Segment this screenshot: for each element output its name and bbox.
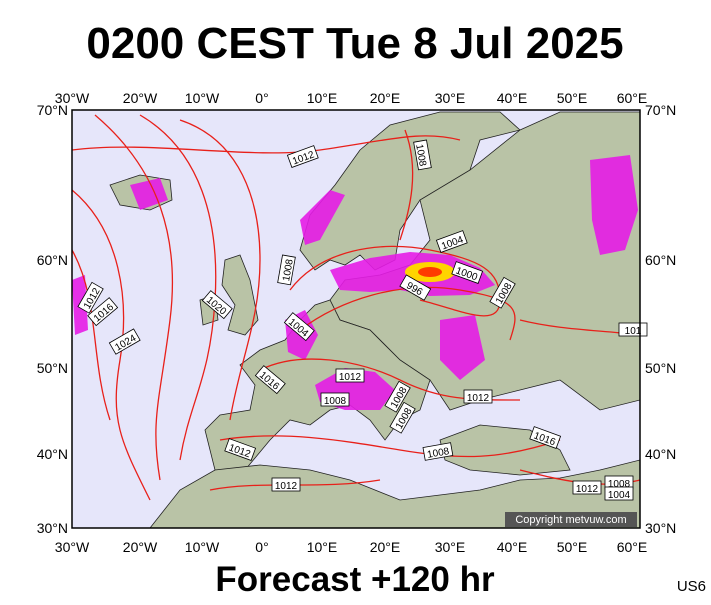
precip-ukraine (440, 315, 485, 380)
isobar-label-box (224, 438, 257, 461)
isobar-label-text: 1008 (281, 258, 296, 282)
land-britain (221, 254, 259, 336)
lon-label-bottom: 10°E (307, 539, 338, 555)
lon-label-top: 60°E (617, 90, 648, 106)
isobar-label-text: 101 (625, 326, 642, 337)
lon-label-top: 30°W (55, 90, 90, 106)
isobar-label: 1012 (271, 477, 301, 492)
lon-label-bottom: 40°E (497, 539, 528, 555)
isobar-label: 1008 (320, 392, 350, 407)
copyright: Copyright metvuw.com (515, 514, 626, 526)
lat-label-right: 60°N (645, 252, 676, 268)
lat-label-left: 30°N (37, 520, 68, 536)
isobar-label-text: 1008 (413, 143, 428, 167)
isobar-label-text: 1008 (608, 479, 631, 490)
isobar-label: 1012 (572, 480, 602, 495)
isobar-label-box (413, 139, 432, 171)
lon-label-top: 20°W (123, 90, 158, 106)
isobar-label-text: 1008 (324, 396, 347, 407)
lat-label-right: 70°N (645, 102, 676, 118)
precip-core-center (418, 267, 442, 277)
isobar-label-box (451, 261, 484, 284)
lon-label-bottom: 60°E (617, 539, 648, 555)
isobar-label-box (277, 254, 296, 286)
isobar-label-box (422, 442, 454, 461)
lat-label-left: 60°N (37, 252, 68, 268)
isobar-label-box (271, 477, 301, 492)
isobar-label-text: 1012 (467, 393, 490, 404)
isobar-label: 101 (618, 322, 648, 337)
isobar-label: 1008 (413, 139, 432, 171)
isobar-label-box (286, 145, 319, 168)
lon-label-bottom: 10°W (185, 539, 220, 555)
copyright-box (505, 512, 637, 527)
lon-label-top: 30°E (435, 90, 466, 106)
lon-label-top: 10°W (185, 90, 220, 106)
lat-label-right: 30°N (645, 520, 676, 536)
land-north-africa (149, 459, 641, 529)
map-title: 0200 CEST Tue 8 Jul 2025 (86, 19, 623, 68)
isobar-label-box (335, 368, 365, 383)
graticule-labels: 30°W 30°W 20°W 20°W 10°W 10°W 0° 0° 10°E 10°E 20°E… (37, 90, 677, 555)
isobar-label-box (254, 365, 286, 395)
isobar-label-box (389, 401, 416, 434)
lon-label-bottom: 0° (255, 539, 268, 555)
isobar-label: 1008 (422, 442, 454, 461)
lon-label-top: 50°E (557, 90, 588, 106)
lon-label-top: 20°E (370, 90, 401, 106)
lon-label-bottom: 30°W (55, 539, 90, 555)
isobar-label-box (489, 276, 516, 309)
lon-label-bottom: 20°E (370, 539, 401, 555)
lon-label-top: 0° (255, 90, 268, 106)
lat-label-left: 50°N (37, 360, 68, 376)
forecast-footer: Forecast +120 hr (215, 560, 495, 599)
isobar-label-box (87, 297, 119, 327)
isobar-label-box (384, 380, 411, 413)
isobar-label-box (572, 480, 602, 495)
isobar-label-box (399, 274, 432, 301)
lat-label-right: 50°N (645, 360, 676, 376)
isobar-label: 1012 (463, 389, 493, 404)
lon-label-bottom: 30°E (435, 539, 466, 555)
lat-label-left: 40°N (37, 446, 68, 462)
isobar-label-box (604, 486, 634, 501)
isobar-label-text: 1012 (576, 484, 599, 495)
isobar-label-text: 1012 (275, 481, 298, 492)
isobar-label-text: 1008 (426, 446, 450, 461)
lon-label-bottom: 20°W (123, 539, 158, 555)
lat-label-left: 70°N (37, 102, 68, 118)
lon-label-bottom: 50°E (557, 539, 588, 555)
isobar-label-text: 1012 (339, 372, 362, 383)
isobar-label-box (108, 328, 141, 355)
isobar-label: 1004 (604, 486, 634, 501)
precip-east (590, 155, 638, 255)
isobar-label-box (463, 389, 493, 404)
isobar-label-box (201, 290, 233, 320)
isobar-label: 1012 (335, 368, 365, 383)
lon-label-top: 10°E (307, 90, 338, 106)
isobar-label-box (435, 230, 468, 253)
isobar-label-box (283, 312, 315, 342)
map-border (71, 109, 641, 529)
lon-label-top: 40°E (497, 90, 528, 106)
isobar-label-text: 1004 (608, 490, 631, 501)
precip-norway (300, 190, 345, 245)
model-tag: US6 (677, 578, 706, 595)
lat-label-right: 40°N (645, 446, 676, 462)
isobar-label-box (77, 281, 104, 314)
isobar-label-box (529, 426, 562, 449)
isobar-label-box (320, 392, 350, 407)
isobar-label: 1008 (277, 254, 296, 286)
